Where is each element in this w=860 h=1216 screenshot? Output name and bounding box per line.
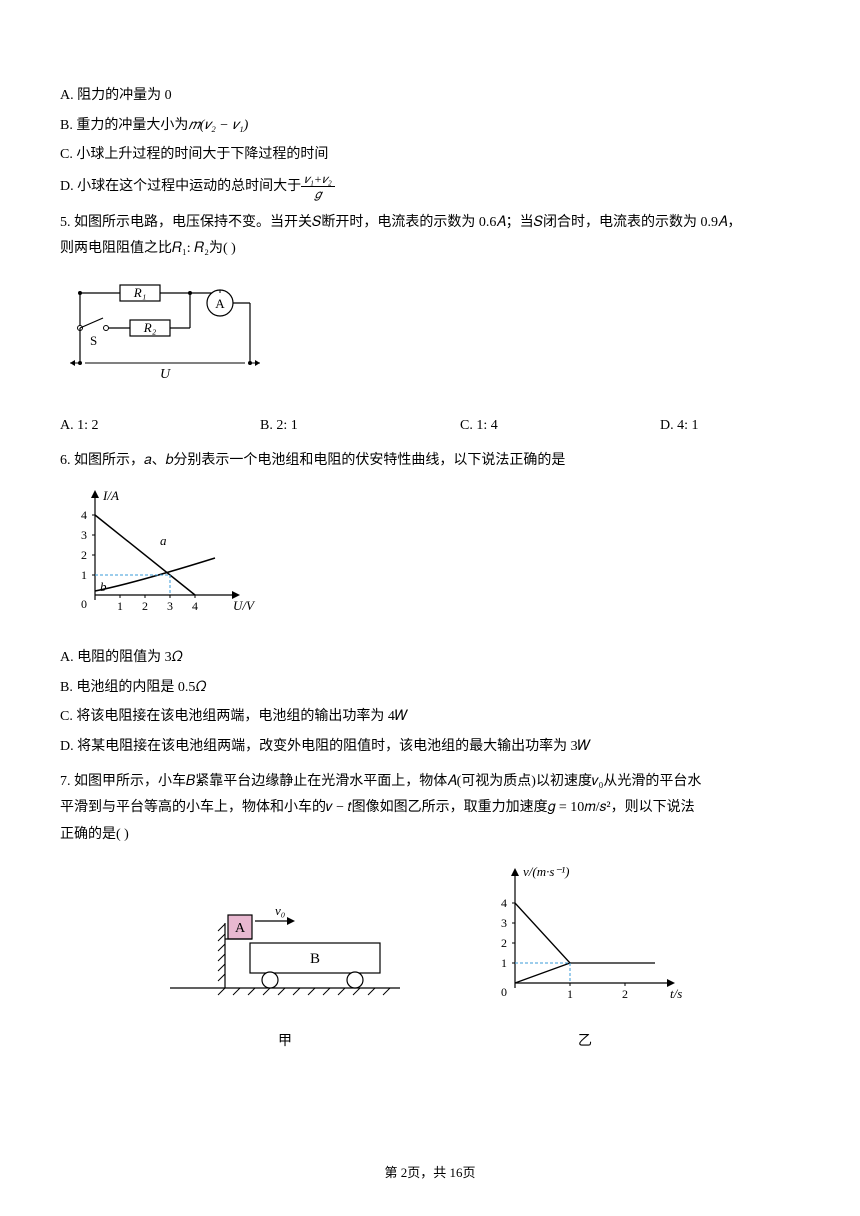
q5-opt-c: C. 1: 4 bbox=[460, 413, 560, 440]
svg-text:2: 2 bbox=[81, 548, 87, 562]
svg-text:3: 3 bbox=[81, 528, 87, 542]
svg-text:2: 2 bbox=[501, 936, 507, 950]
option-b: B. 重力的冲量大小为𝑚(𝑣₂ − 𝑣₁) bbox=[60, 113, 800, 140]
svg-text:1: 1 bbox=[567, 987, 573, 1001]
q5-text-line1: 5. 如图所示电路，电压保持不变。当开关𝑆断开时，电流表的示数为 0.6𝐴；当𝑆… bbox=[60, 210, 800, 237]
svg-text:0: 0 bbox=[501, 985, 507, 999]
diagram-yi: v/(m·s⁻¹) t/s 1 2 3 4 1 2 0 bbox=[480, 863, 690, 1055]
q6-opt-a: A. 电阻的阻值为 3𝛺 bbox=[60, 645, 800, 672]
caption-yi: 乙 bbox=[480, 1029, 690, 1056]
option-c: C. 小球上升过程的时间大于下降过程的时间 bbox=[60, 142, 800, 169]
svg-text:1: 1 bbox=[501, 956, 507, 970]
iv-graph: I/A U/V 1 2 3 4 1 2 3 4 0 a b bbox=[60, 485, 800, 636]
r1-label: R₁ bbox=[133, 285, 146, 300]
q7-line3: 正确的是( ) bbox=[60, 822, 800, 849]
question-6: 6. 如图所示，𝑎、𝑏分别表示一个电池组和电阻的伏安特性曲线，以下说法正确的是 bbox=[60, 448, 800, 475]
q5-text-line2: 则两电阻阻值之比𝑅₁: 𝑅₂为( ) bbox=[60, 236, 800, 263]
q7-diagrams: A v₀ B 甲 v/(m·s⁻¹) t/s 1 bbox=[60, 863, 800, 1055]
option-a: A. 阻力的冲量为 0 bbox=[60, 83, 800, 110]
x-ticks: 1 2 3 4 bbox=[117, 595, 198, 613]
question-7: 7. 如图甲所示，小车𝐵紧靠平台边缘静止在光滑水平面上，物体𝐴(可视为质点)以初… bbox=[60, 769, 800, 849]
q7-line1: 7. 如图甲所示，小车𝐵紧靠平台边缘静止在光滑水平面上，物体𝐴(可视为质点)以初… bbox=[60, 769, 800, 796]
svg-text:4: 4 bbox=[81, 508, 87, 522]
q5-opt-a: A. 1: 2 bbox=[60, 413, 160, 440]
block-a-label: A bbox=[235, 921, 246, 936]
line-a-label: a bbox=[160, 533, 167, 548]
y-axis-label: I/A bbox=[102, 488, 119, 503]
y-ticks: 1 2 3 4 bbox=[81, 508, 95, 582]
q7-line2: 平滑到与平台等高的小车上，物体和小车的𝑣 − 𝑡图像如图乙所示，取重力加速度𝑔 … bbox=[60, 795, 800, 822]
option-d-prefix: D. 小球在这个过程中运动的总时间大于 bbox=[60, 179, 301, 194]
line-b-label: b bbox=[100, 579, 107, 594]
option-b-formula: 𝑚(𝑣₂ − 𝑣₁) bbox=[188, 118, 248, 133]
svg-text:0: 0 bbox=[81, 597, 87, 611]
svg-text:4: 4 bbox=[501, 896, 507, 910]
option-d-fraction: 𝑣₁+𝑣₂𝑔 bbox=[301, 172, 335, 202]
q5-options: A. 1: 2 B. 2: 1 C. 1: 4 D. 4: 1 bbox=[60, 413, 800, 440]
svg-text:3: 3 bbox=[501, 916, 507, 930]
question-5: 5. 如图所示电路，电压保持不变。当开关𝑆断开时，电流表的示数为 0.6𝐴；当𝑆… bbox=[60, 210, 800, 263]
cart-b-label: B bbox=[310, 951, 320, 967]
circuit-diagram: R₁ A S R₂ U bbox=[60, 273, 800, 404]
ammeter-label: A bbox=[215, 296, 225, 311]
caption-jia: 甲 bbox=[170, 1029, 400, 1056]
q6-opt-c: C. 将该电阻接在该电池组两端，电池组的输出功率为 4𝑊 bbox=[60, 704, 800, 731]
svg-text:1: 1 bbox=[81, 568, 87, 582]
vt-y-label: v/(m·s⁻¹) bbox=[523, 864, 570, 879]
u-label: U bbox=[160, 367, 171, 382]
vt-x-label: t/s bbox=[670, 986, 682, 1001]
svg-text:1: 1 bbox=[117, 599, 123, 613]
svg-text:2: 2 bbox=[622, 987, 628, 1001]
option-d: D. 小球在这个过程中运动的总时间大于𝑣₁+𝑣₂𝑔 bbox=[60, 172, 800, 202]
q5-opt-d: D. 4: 1 bbox=[660, 413, 760, 440]
q6-opt-d: D. 将某电阻接在该电池组两端，改变外电阻的阻值时，该电池组的最大输出功率为 3… bbox=[60, 734, 800, 761]
diagram-jia: A v₀ B 甲 bbox=[170, 893, 400, 1055]
option-b-prefix: B. 重力的冲量大小为 bbox=[60, 118, 188, 133]
svg-text:4: 4 bbox=[192, 599, 198, 613]
svg-text:2: 2 bbox=[142, 599, 148, 613]
q6-opt-b: B. 电池组的内阻是 0.5𝛺 bbox=[60, 675, 800, 702]
page-footer: 第 2页，共 16页 bbox=[0, 1161, 860, 1186]
x-axis-label: U/V bbox=[233, 598, 256, 613]
switch-label: S bbox=[90, 333, 97, 348]
r2-label: R₂ bbox=[143, 320, 157, 335]
svg-text:3: 3 bbox=[167, 599, 173, 613]
q5-opt-b: B. 2: 1 bbox=[260, 413, 360, 440]
v0-label: v₀ bbox=[275, 903, 285, 918]
